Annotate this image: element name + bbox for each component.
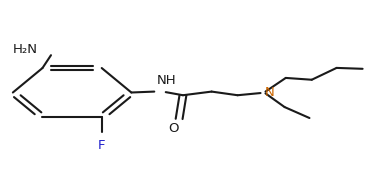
Text: H₂N: H₂N [13,43,38,56]
Text: N: N [265,86,275,99]
Text: F: F [98,139,105,152]
Text: O: O [168,122,179,135]
Text: NH: NH [157,74,177,87]
